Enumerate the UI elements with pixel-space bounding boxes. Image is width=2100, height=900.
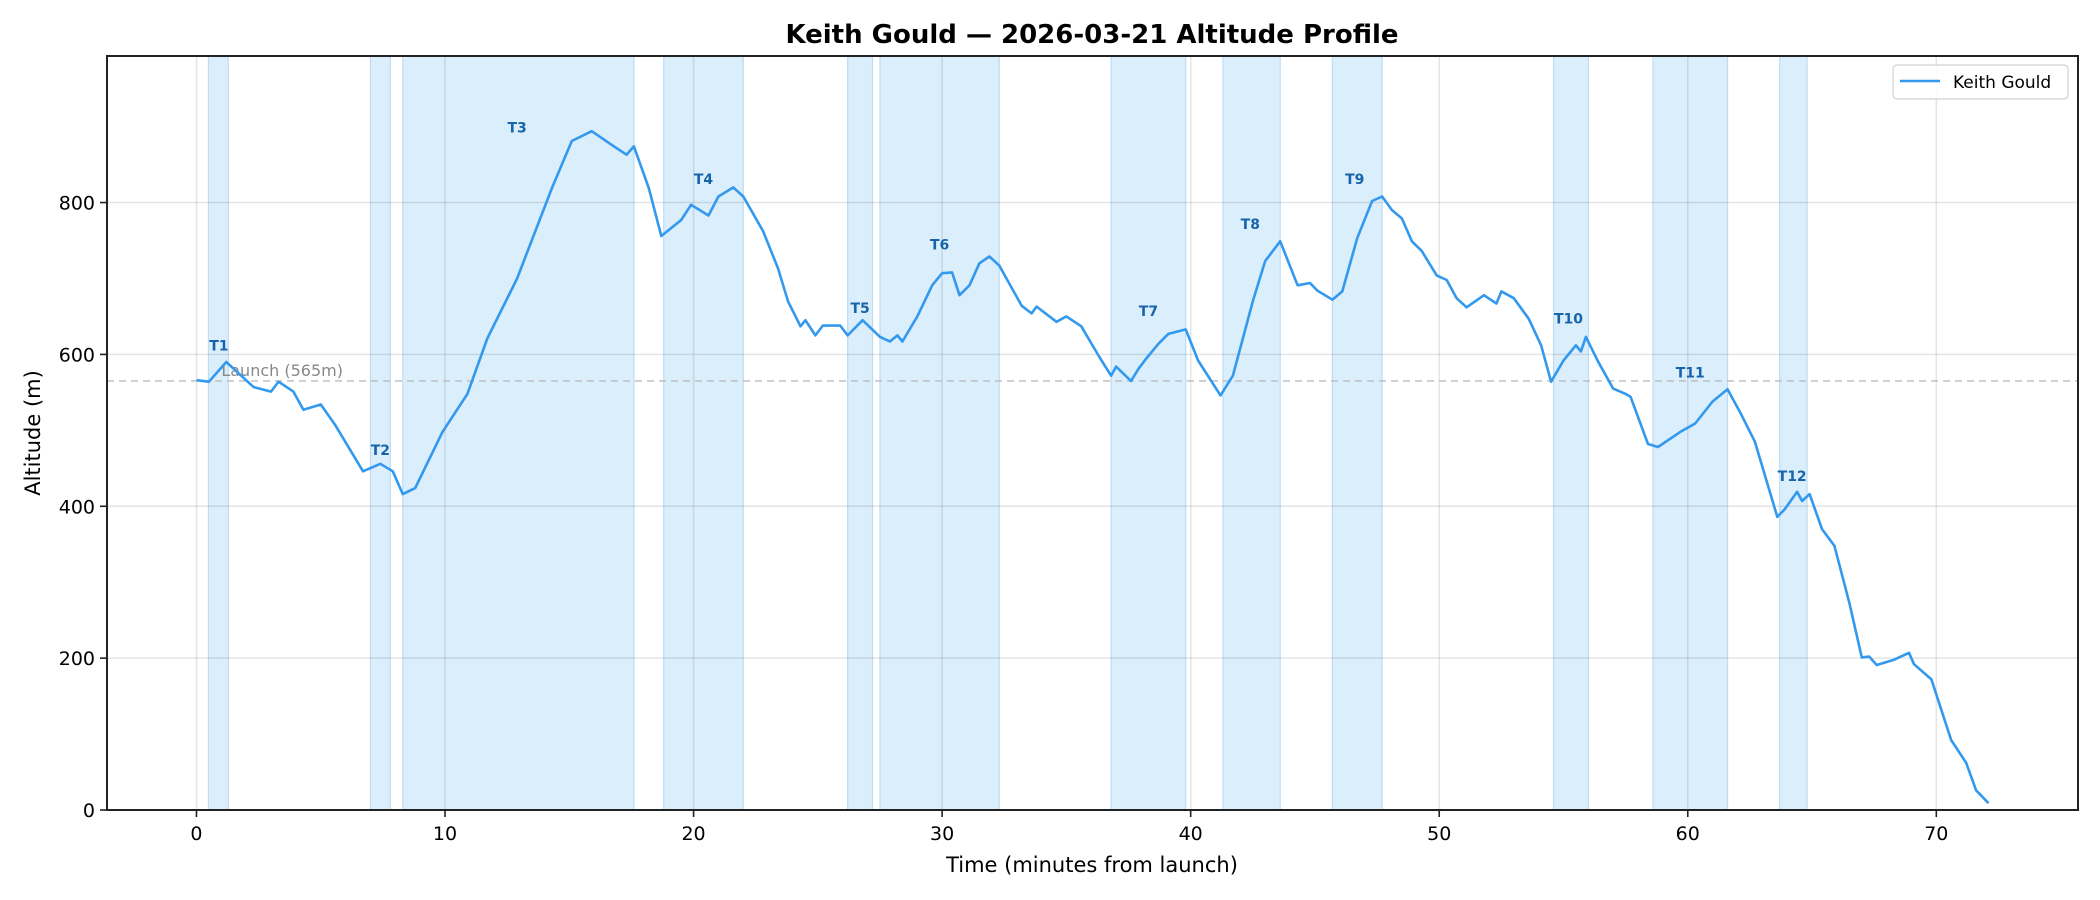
x-tick-label: 50 — [1427, 823, 1451, 845]
launch-label: Launch (565m) — [221, 361, 343, 380]
segment-label-t6: T6 — [930, 237, 949, 253]
y-tick-label: 800 — [59, 193, 95, 215]
y-axis-ticks: 0 200 400 600 800 — [59, 193, 107, 822]
legend: Keith Gould — [1892, 64, 2069, 100]
segment-span-t10 — [1552, 55, 1589, 811]
segment-label-t4: T4 — [694, 172, 714, 188]
segment-label-t12: T12 — [1778, 469, 1807, 485]
segment-label-t11: T11 — [1676, 366, 1705, 382]
axes-frame — [106, 55, 2079, 811]
y-tick-label: 0 — [83, 800, 95, 822]
segment-span-t4 — [663, 55, 744, 811]
legend-entry-label: Keith Gould — [1953, 73, 2051, 93]
segment-label-t3: T3 — [507, 120, 526, 136]
x-tick-label: 30 — [930, 823, 954, 845]
segment-span-t8 — [1222, 55, 1281, 811]
segment-label-t2: T2 — [371, 443, 390, 459]
segment-span-t6 — [879, 55, 1000, 811]
segment-label-t9: T9 — [1345, 172, 1364, 188]
segment-span-t1 — [207, 55, 229, 811]
x-tick-label: 10 — [433, 823, 457, 845]
segment-span-t11 — [1652, 55, 1729, 811]
x-tick-label: 20 — [681, 823, 705, 845]
y-tick-label: 600 — [59, 344, 95, 366]
segment-labels: T1 T2 T3 T4 T5 T6 T7 T8 T9 T10 T11 T12 — [209, 120, 1806, 485]
segment-span-t7 — [1110, 55, 1187, 811]
segment-label-t10: T10 — [1554, 312, 1583, 328]
y-axis-label: Altitude (m) — [21, 370, 45, 496]
x-tick-label: 0 — [190, 823, 202, 845]
segment-span-t9 — [1331, 55, 1383, 811]
chart-title: Keith Gould — 2026-03-21 Altitude Profil… — [785, 20, 1398, 50]
segment-label-t5: T5 — [850, 301, 869, 317]
y-tick-label: 400 — [59, 496, 95, 518]
x-tick-label: 70 — [1924, 823, 1948, 845]
segment-span-t3 — [402, 55, 635, 811]
x-axis-label: Time (minutes from launch) — [945, 853, 1238, 877]
legend-box — [1892, 64, 2069, 100]
segment-label-t1: T1 — [209, 338, 228, 354]
y-tick-label: 200 — [59, 648, 95, 670]
x-tick-label: 60 — [1676, 823, 1700, 845]
segment-span-t2 — [369, 55, 391, 811]
segment-label-t8: T8 — [1241, 217, 1260, 233]
segment-spans — [207, 55, 1808, 811]
plot-area: Launch (565m) T1T2T3T4T5T6T7T8T9T10T11T1… — [107, 55, 2078, 811]
segment-span-t12 — [1779, 55, 1808, 811]
x-axis-ticks: 0 10 20 30 40 50 60 70 — [190, 810, 1948, 845]
segment-label-t7: T7 — [1139, 304, 1158, 320]
segment-span-t5 — [847, 55, 874, 811]
x-tick-label: 40 — [1179, 823, 1203, 845]
altitude-series-line — [196, 129, 1990, 805]
